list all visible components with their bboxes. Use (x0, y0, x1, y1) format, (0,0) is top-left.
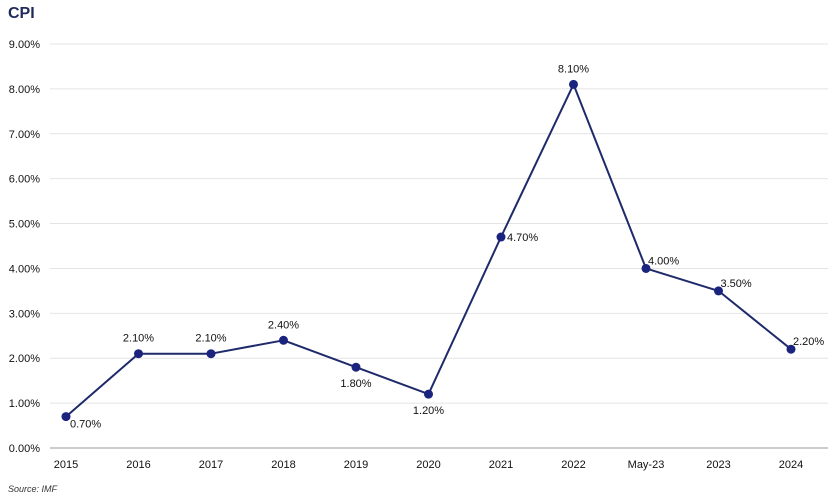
data-label: 0.70% (70, 419, 101, 431)
data-point (61, 412, 71, 422)
x-tick-label: 2016 (126, 459, 150, 471)
x-tick-label: 2023 (706, 459, 730, 471)
y-tick-label: 1.00% (9, 398, 40, 410)
data-point (496, 232, 506, 242)
x-tick-label: 2020 (416, 459, 440, 471)
data-label: 2.20% (793, 336, 824, 348)
data-label: 2.10% (195, 333, 226, 345)
y-tick-label: 5.00% (9, 219, 40, 231)
data-points (61, 79, 796, 422)
data-label: 2.10% (123, 333, 154, 345)
data-point (279, 335, 288, 345)
x-tick-label: 2021 (489, 459, 513, 471)
data-point (569, 79, 578, 89)
y-tick-label: 7.00% (9, 129, 40, 141)
y-tick-label: 0.00% (9, 443, 40, 455)
gridlines (50, 43, 828, 449)
data-point (351, 362, 361, 372)
data-point (714, 286, 723, 296)
y-tick-label: 9.00% (9, 39, 40, 51)
y-tick-label: 6.00% (9, 174, 40, 186)
x-tick-label: 2019 (344, 459, 368, 471)
data-point (641, 263, 651, 273)
data-label: 4.70% (507, 232, 538, 244)
data-point (424, 389, 433, 399)
x-tick-label: 2015 (54, 459, 78, 471)
y-tick-label: 8.00% (9, 84, 40, 96)
data-label: 4.00% (648, 255, 679, 267)
data-point (134, 349, 143, 359)
source-note: Source: IMF (8, 484, 58, 494)
data-label: 2.40% (268, 319, 299, 331)
data-label: 3.50% (721, 278, 752, 290)
x-tick-label: May-23 (628, 459, 665, 471)
data-label: 8.10% (558, 63, 589, 75)
data-label: 1.20% (413, 405, 444, 417)
y-axis: 0.00% 1.00% 2.00% 3.00% 4.00% 5.00% 6.00% 7.00%… (9, 39, 40, 455)
x-tick-label: 2022 (561, 459, 585, 471)
x-tick-label: 2024 (779, 459, 803, 471)
x-axis: 2015 2016 2017 2018 2019 2020 2021 2022 May-23 20… (54, 459, 803, 471)
data-label: 1.80% (340, 378, 371, 390)
data-point (786, 344, 796, 354)
y-tick-label: 2.00% (9, 353, 40, 365)
data-labels: 0.70% 2.10% 2.10% 2.40% 1.80% 1.20% 4.70% 8.10%… (70, 63, 824, 430)
y-tick-label: 4.00% (9, 263, 40, 275)
y-tick-label: 3.00% (9, 308, 40, 320)
x-tick-label: 2017 (199, 459, 223, 471)
data-point (206, 349, 216, 359)
chart-title: CPI (8, 5, 35, 22)
x-tick-label: 2018 (271, 459, 295, 471)
